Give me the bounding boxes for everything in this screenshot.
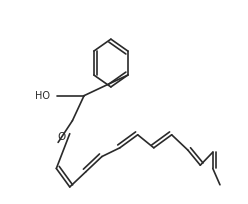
Text: O: O [58,132,66,142]
Text: HO: HO [35,91,50,101]
